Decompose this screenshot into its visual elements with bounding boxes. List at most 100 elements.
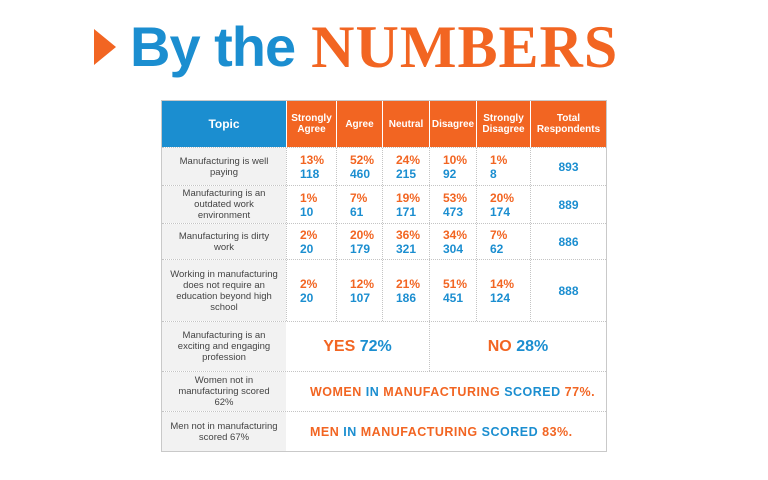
cell-percent: 21% — [396, 276, 421, 291]
cell-count: 215 — [396, 166, 417, 181]
table-row: Manufacturing is dirty work 2% 20 20% 179 … — [162, 223, 606, 259]
table-row: Manufacturing is well paying 13% 118 52% 4… — [162, 147, 606, 185]
cell-disagree: 34% 304 — [429, 224, 476, 259]
cell-agree: 20% 179 — [336, 224, 382, 259]
cell-agree: 52% 460 — [336, 148, 382, 185]
cell-strongly-disagree: 20% 174 — [476, 186, 530, 223]
cell-percent: 2% — [300, 227, 318, 242]
cell-total: 888 — [530, 260, 606, 321]
cell-count: 171 — [396, 204, 417, 219]
cell-disagree: 10% 92 — [429, 148, 476, 185]
cell-percent: 24% — [396, 152, 421, 167]
cell-percent: 34% — [443, 227, 468, 242]
cell-agree: 12% 107 — [336, 260, 382, 321]
cell-percent: 36% — [396, 227, 421, 242]
cell-strongly-agree: 2% 20 — [286, 224, 336, 259]
cell-count: 107 — [350, 290, 371, 305]
cell-count: 473 — [443, 204, 464, 219]
col-header-strongly-disagree: Strongly Disagree — [476, 101, 530, 147]
cell-percent: 53% — [443, 190, 468, 205]
cell-percent: 51% — [443, 276, 468, 291]
cell-strongly-agree: 2% 20 — [286, 260, 336, 321]
row-topic: Manufacturing is dirty work — [162, 224, 286, 259]
survey-table: Topic Strongly Agree Agree Neutral Disag… — [161, 100, 607, 452]
col-header-topic: Topic — [162, 101, 286, 147]
cell-percent: 1% — [490, 152, 508, 167]
col-header-disagree: Disagree — [429, 101, 476, 147]
statement-word: 83%. — [542, 424, 573, 439]
cell-percent: 20% — [350, 227, 375, 242]
cell-count: 186 — [396, 290, 417, 305]
cell-count: 451 — [443, 290, 464, 305]
cell-disagree: 53% 473 — [429, 186, 476, 223]
row-topic: Manufacturing is an exciting and engagin… — [162, 322, 286, 371]
cell-count: 179 — [350, 241, 371, 256]
row-topic: Manufacturing is an outdated work enviro… — [162, 186, 286, 223]
cell-strongly-disagree: 7% 62 — [476, 224, 530, 259]
cell-percent: 20% — [490, 190, 515, 205]
page-header: By the NUMBERS — [94, 14, 618, 80]
cell-count: 118 — [300, 166, 320, 181]
table-row: Working in manufacturing does not requir… — [162, 259, 606, 321]
cell-percent: 12% — [350, 276, 375, 291]
cell-percent: 52% — [350, 152, 375, 167]
statement-word: MANUFACTURING — [383, 384, 501, 399]
col-header-total-respondents: Total Respondents — [530, 101, 606, 147]
cell-count: 460 — [350, 166, 371, 181]
yes-value: 72% — [359, 337, 392, 355]
table-row-women: Women not in manufacturing scored 62% WO… — [162, 371, 606, 411]
statement-word: 77%. — [564, 384, 596, 399]
cell-percent: 14% — [490, 276, 515, 291]
cell-disagree: 51% 451 — [429, 260, 476, 321]
cell-count: 124 — [490, 290, 511, 305]
cell-strongly-disagree: 14% 124 — [476, 260, 530, 321]
arrow-icon — [94, 29, 116, 65]
cell-neutral: 24% 215 — [382, 148, 429, 185]
cell-count: 8 — [490, 166, 497, 181]
statement-word: SCORED — [504, 384, 561, 399]
cell-neutral: 19% 171 — [382, 186, 429, 223]
col-header-agree: Agree — [336, 101, 382, 147]
statement-word: WOMEN — [310, 384, 362, 399]
cell-count: 10 — [300, 204, 314, 219]
col-header-strongly-agree: Strongly Agree — [286, 101, 336, 147]
cell-percent: 7% — [490, 227, 508, 242]
cell-strongly-disagree: 1% 8 — [476, 148, 530, 185]
yes-result: YES 72% — [286, 322, 429, 371]
cell-count: 20 — [300, 241, 314, 256]
cell-strongly-agree: 13% 118 — [286, 148, 336, 185]
cell-count: 92 — [443, 166, 457, 181]
row-topic: Men not in manufacturing scored 67% — [162, 412, 286, 451]
cell-percent: 13% — [300, 152, 325, 167]
cell-count: 61 — [350, 204, 364, 219]
statement-word: MEN — [310, 424, 340, 439]
cell-agree: 7% 61 — [336, 186, 382, 223]
women-statement: WOMEN IN MANUFACTURING SCORED 77%. — [286, 372, 606, 411]
row-topic: Manufacturing is well paying — [162, 148, 286, 185]
cell-count: 62 — [490, 241, 504, 256]
cell-count: 174 — [490, 204, 511, 219]
cell-strongly-agree: 1% 10 — [286, 186, 336, 223]
row-topic: Working in manufacturing does not requir… — [162, 260, 286, 321]
yes-label: YES — [323, 337, 356, 355]
cell-neutral: 36% 321 — [382, 224, 429, 259]
statement-word: IN — [343, 424, 357, 439]
cell-percent: 2% — [300, 276, 318, 291]
cell-total: 889 — [530, 186, 606, 223]
cell-neutral: 21% 186 — [382, 260, 429, 321]
cell-percent: 1% — [300, 190, 318, 205]
table-row-men: Men not in manufacturing scored 67% MEN … — [162, 411, 606, 451]
cell-percent: 10% — [443, 152, 468, 167]
cell-count: 304 — [443, 241, 464, 256]
cell-count: 20 — [300, 290, 314, 305]
table-row-exciting: Manufacturing is an exciting and engagin… — [162, 321, 606, 371]
no-label: NO — [487, 337, 512, 355]
cell-percent: 7% — [350, 190, 368, 205]
col-header-neutral: Neutral — [382, 101, 429, 147]
cell-count: 321 — [396, 241, 417, 256]
no-result: NO 28% — [429, 322, 606, 371]
cell-percent: 19% — [396, 190, 421, 205]
header-numbers: NUMBERS — [311, 14, 619, 80]
row-topic: Women not in manufacturing scored 62% — [162, 372, 286, 411]
men-statement: MEN IN MANUFACTURING SCORED 83%. — [286, 412, 606, 451]
